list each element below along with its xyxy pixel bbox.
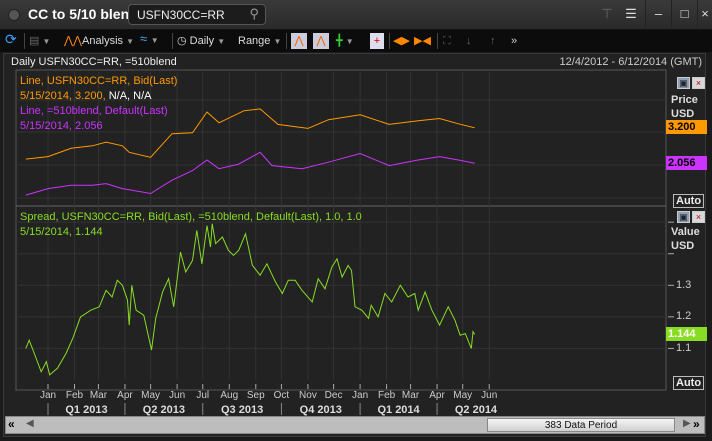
price-axis-title: Price <box>671 94 698 106</box>
month-label: Jan <box>352 390 369 401</box>
expand-icon[interactable]: ◀▶ <box>393 35 410 47</box>
month-label: Feb <box>65 390 84 401</box>
month-label: Jul <box>196 390 210 401</box>
line-chart-icon[interactable]: ⋀ <box>291 33 307 49</box>
blend-last-badge: 2.056 <box>666 156 707 170</box>
scroll-right-icon[interactable]: ▶ <box>683 418 691 429</box>
overlay-icon[interactable]: ≈ ▼ <box>140 31 159 46</box>
legend-usfn-na: N/A, N/A <box>108 90 152 102</box>
y-tick: 1.1 <box>676 342 692 354</box>
quarter-label: Q4 2013 <box>299 404 342 416</box>
analysis-icon: ⋀⋀ <box>64 35 83 47</box>
zoom-box-icon[interactable]: + <box>370 33 384 49</box>
scroll-left-icon[interactable]: ◀ <box>26 418 34 429</box>
folder-icon[interactable]: ▤ ▼ <box>29 35 51 47</box>
legend-spread: Spread, USFN30CC=RR, Bid(Last), =510blen… <box>20 211 362 223</box>
month-label: May <box>453 390 473 401</box>
search-icon[interactable]: ⚲ <box>249 6 259 21</box>
quarter-label: Q1 2013 <box>65 404 108 416</box>
value-axis-unit: USD <box>671 240 695 252</box>
legend-blend: Line, =510blend, Default(Last) <box>20 105 168 117</box>
scroll-start-icon[interactable]: « <box>8 417 15 431</box>
y-tick: 1.3 <box>676 279 692 291</box>
chart-header: Daily USFN30CC=RR, =510blend <box>11 56 177 68</box>
more-icon[interactable]: » <box>511 35 518 47</box>
month-label: Apr <box>117 390 133 401</box>
month-label: Mar <box>89 390 108 401</box>
month-label: Jan <box>39 390 57 401</box>
app-icon[interactable] <box>8 9 20 21</box>
panel-close-icon[interactable]: × <box>692 77 705 89</box>
toolbar: ⟳ ▤ ▼ ⋀⋀Analysis ▼ ≈ ▼ ◷ Daily ▼ Range ▼… <box>0 30 712 52</box>
price-auto-button[interactable]: Auto <box>673 194 705 208</box>
date-range: 12/4/2012 - 6/12/2014 (GMT) <box>559 56 702 68</box>
legend-usfn-value: 5/15/2014, 3.200, <box>20 90 106 102</box>
quarter-label: Q1 2014 <box>377 404 420 416</box>
minimize-button[interactable]: – <box>645 0 671 28</box>
arrow-down-icon[interactable]: ↓ <box>466 35 472 47</box>
menu-icon[interactable]: ☰ <box>625 6 637 21</box>
value-axis-title: Value <box>671 226 700 238</box>
month-label: Aug <box>220 390 239 401</box>
compare-chart-icon[interactable]: ⋀ <box>313 33 329 49</box>
window-title: CC to 5/10 blend <box>28 6 138 22</box>
fit-icon[interactable]: ⛶ <box>443 35 451 47</box>
close-button[interactable]: × <box>697 0 712 28</box>
value-auto-button[interactable]: Auto <box>673 376 705 390</box>
clock-icon: ◷ <box>177 35 187 47</box>
month-label: Feb <box>377 390 396 401</box>
quarter-label: Q2 2014 <box>454 404 498 416</box>
month-label: Oct <box>273 390 290 401</box>
panel-restore-icon[interactable]: ▣ <box>677 211 690 223</box>
price-axis-unit: USD <box>671 108 695 120</box>
arrow-up-icon[interactable]: ↑ <box>490 35 496 47</box>
usfn-last-badge: 3.200 <box>666 120 707 134</box>
link-tree-icon[interactable]: ⊤ <box>601 6 613 21</box>
price-legend: Line, USFN30CC=RR, Bid(Last) 5/15/2014, … <box>20 74 177 134</box>
analysis-menu[interactable]: ⋀⋀Analysis ▼ <box>64 35 134 47</box>
month-label: May <box>141 390 161 401</box>
interval-menu[interactable]: ◷ Daily ▼ <box>177 35 226 47</box>
legend-spread-value: 5/15/2014, 1.144 <box>20 226 103 238</box>
quarter-label: Q3 2013 <box>220 404 264 416</box>
month-label: Apr <box>429 390 445 401</box>
maximize-button[interactable]: □ <box>671 0 697 28</box>
spread-legend: Spread, USFN30CC=RR, Bid(Last), =510blen… <box>20 210 362 240</box>
quarter-label: Q2 2013 <box>142 404 185 416</box>
panel-restore-icon[interactable]: ▣ <box>677 77 690 89</box>
month-label: Nov <box>299 390 317 401</box>
y-tick: 1.2 <box>676 310 692 322</box>
month-label: Jun <box>481 390 498 401</box>
spread-last-badge: 1.144 <box>666 327 707 341</box>
refresh-icon[interactable]: ⟳ <box>5 31 17 47</box>
month-label: Mar <box>401 390 420 401</box>
search-value: USFN30CC=RR <box>137 8 225 22</box>
scroll-end-icon[interactable]: » <box>693 417 700 431</box>
legend-usfn: Line, USFN30CC=RR, Bid(Last) <box>20 75 178 87</box>
collapse-icon[interactable]: ▶◀ <box>414 35 431 47</box>
time-scrollbar[interactable]: « ◀ 383 Data Period ▶ » <box>5 416 705 434</box>
crosshair-icon[interactable]: ╋ ▼ <box>336 35 354 47</box>
month-label: Sep <box>246 390 265 401</box>
range-menu[interactable]: Range ▼ <box>238 35 282 47</box>
panel-close-icon[interactable]: × <box>692 211 705 223</box>
month-label: Dec <box>324 390 343 401</box>
ric-search-input[interactable]: USFN30CC=RR ⚲ <box>128 4 266 25</box>
scroll-thumb[interactable]: 383 Data Period <box>487 418 675 432</box>
month-label: Jun <box>169 390 186 401</box>
legend-blend-value: 5/15/2014, 2.056 <box>20 120 103 132</box>
title-bar: CC to 5/10 blend USFN30CC=RR ⚲ ⊤ ☰ – □ × <box>0 0 712 30</box>
